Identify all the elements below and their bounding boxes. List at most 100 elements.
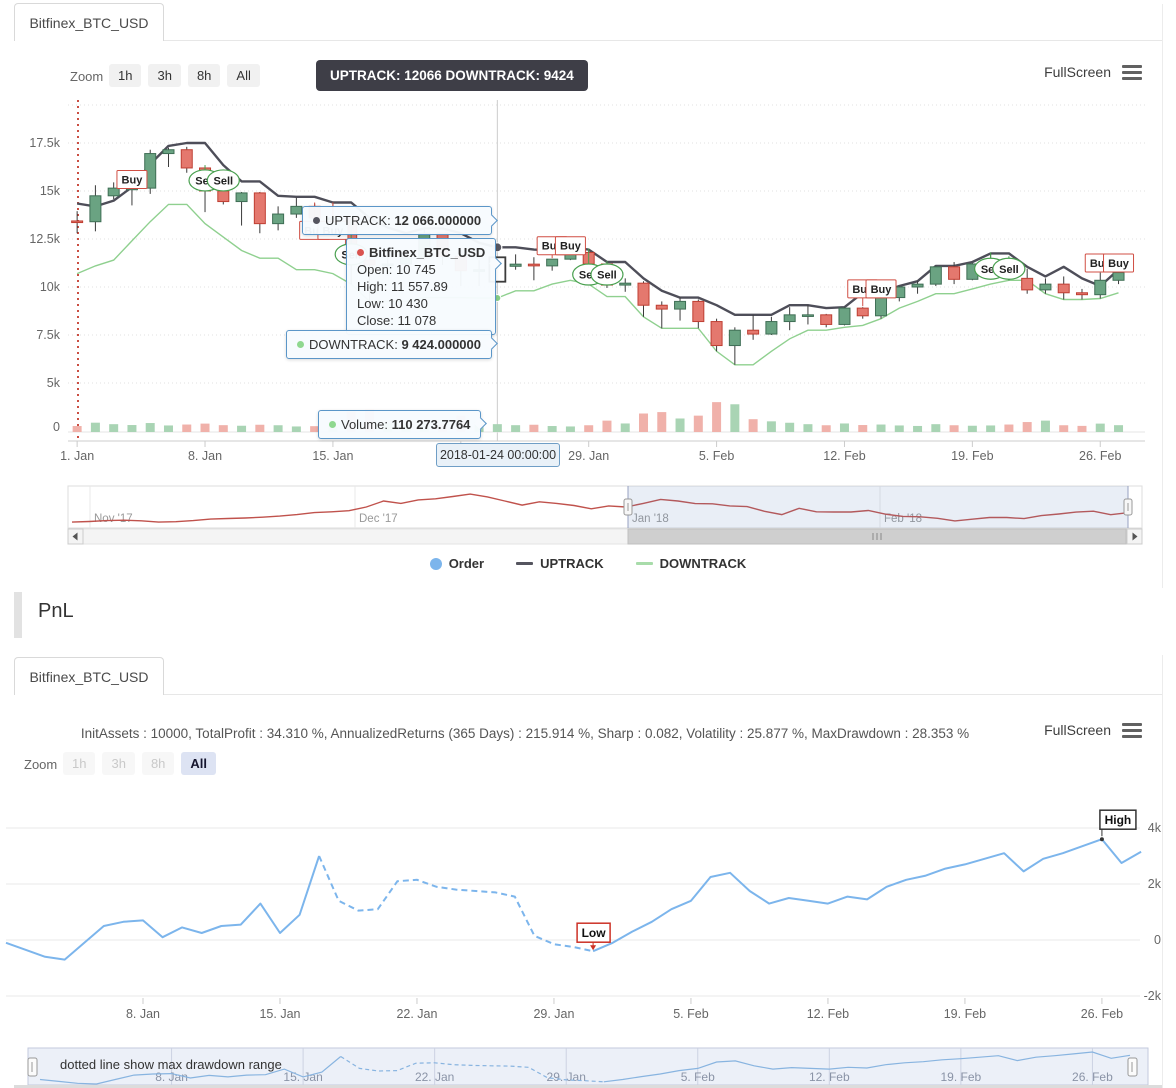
ohlc-high: High: 11 557.89 (357, 279, 448, 294)
x-axis-label: 22. Jan (396, 1007, 437, 1021)
candle-body (509, 263, 522, 267)
x-axis-label: 15. Jan (312, 449, 353, 463)
candle-body (747, 329, 760, 335)
candle-body (272, 213, 285, 225)
volume-bar (986, 425, 996, 432)
candle-body (655, 304, 668, 310)
price-y-axis-label: 17.5k (29, 136, 60, 150)
candle-body (765, 321, 778, 335)
pnl-navigator-label: 26. Feb (1072, 1070, 1113, 1084)
pnl-section-title: PnL (38, 600, 74, 622)
legend-item-downtrack[interactable]: DOWNTRACK (635, 556, 746, 571)
pnl-chart: 4k 2k 0 -2k 8. Jan 15. Jan 22. Jan 29. Jan 5. Fe… (5, 809, 1162, 1021)
fullscreen-button-pnl[interactable]: FullScreen (1044, 722, 1142, 738)
sell-marker[interactable] (992, 257, 1026, 280)
date-axis-tooltip: 2018-01-24 00:00:00 (436, 443, 560, 467)
downtrack-dot-icon (297, 341, 304, 348)
fullscreen-label: FullScreen (1044, 64, 1111, 80)
tab-label: Bitfinex_BTC_USD (29, 668, 149, 685)
volume-bar (1004, 424, 1014, 432)
legend-item-uptrack[interactable]: UPTRACK (516, 556, 604, 571)
volume-bar (675, 418, 685, 432)
x-axis-label: 29. Jan (533, 1007, 574, 1021)
volume-bar (200, 423, 210, 432)
volume-bar (273, 425, 283, 432)
ohlc-tooltip-title: Bitfinex_BTC_USD (369, 245, 486, 260)
buy-marker-label: Buy (1108, 258, 1130, 270)
pnl-stats: InitAssets : 10000, TotalProfit : 34.310… (80, 726, 970, 741)
navigator-selection[interactable] (628, 486, 1128, 528)
sell-marker[interactable] (206, 169, 240, 192)
buy-marker-label: Buy (871, 284, 893, 296)
volume-tooltip-label: Volume: (341, 417, 388, 432)
pnl-navigator-line (603, 1051, 1131, 1083)
legend: Order UPTRACK DOWNTRACK (0, 556, 1176, 571)
pnl-navigator: 8. Jan 15. Jan 22. Jan 29. Jan 5. Feb 12. Feb… (14, 1047, 1162, 1088)
candle-body (929, 266, 942, 285)
candle-body (235, 192, 248, 203)
candle-body (637, 282, 650, 306)
volume-bar (913, 425, 923, 432)
volume-bar (894, 425, 904, 432)
zoom-button-group: 1h 3h 8h All (109, 64, 260, 87)
sell-marker-label: Sell (597, 270, 617, 282)
pnl-zoom-3h-button[interactable]: 3h (102, 752, 135, 775)
pnl-zoom-8h-button[interactable]: 8h (141, 752, 175, 775)
volume-bar (72, 426, 82, 432)
legend-label: UPTRACK (540, 556, 604, 571)
pnl-accent-bar (14, 592, 22, 638)
candle-body (290, 205, 303, 215)
buy-marker[interactable] (1103, 253, 1135, 273)
volume-tooltip: Volume: 110 273.7764 (318, 410, 488, 439)
menu-icon[interactable] (1122, 722, 1142, 738)
tab-bitfinex-btc-usd-price[interactable]: Bitfinex_BTC_USD (14, 3, 164, 41)
uptrack-line (76, 141, 1120, 316)
volume-bar (511, 425, 521, 432)
candle-body (783, 314, 796, 323)
pnl-line (592, 838, 1142, 953)
candle-body (820, 314, 833, 325)
volume-bar (693, 415, 703, 432)
volume-bar (1040, 420, 1050, 432)
candle-body (856, 307, 869, 317)
volume-bar (858, 425, 868, 432)
volume-tooltip-value: 110 273.7764 (391, 417, 471, 432)
right-arrow-icon (1132, 532, 1138, 541)
buy-marker[interactable] (116, 169, 148, 189)
legend-item-order[interactable]: Order (429, 556, 484, 571)
pnl-zoom-all-button[interactable]: All (181, 752, 217, 775)
volume-bar (785, 422, 795, 432)
volume-bar (967, 425, 977, 432)
pnl-zoom-1h-button[interactable]: 1h (63, 752, 96, 775)
x-axis-label: 5. Feb (673, 1007, 708, 1021)
fullscreen-button-price[interactable]: FullScreen (1044, 64, 1142, 80)
sell-marker[interactable] (590, 263, 624, 286)
volume-bar (127, 425, 137, 432)
candle-body (1112, 272, 1125, 281)
volume-bar (255, 424, 265, 432)
candle-body (1057, 283, 1070, 294)
zoom-8h-button[interactable]: 8h (187, 64, 221, 87)
volume-bar (237, 425, 247, 432)
buy-marker[interactable] (554, 236, 586, 256)
uptrack-tooltip: UPTRACK: 12 066.000000 (302, 206, 498, 235)
tab-bitfinex-btc-usd-pnl[interactable]: Bitfinex_BTC_USD (14, 657, 164, 695)
candle-body (619, 282, 632, 286)
pnl-navigator-label: 19. Feb (941, 1070, 982, 1084)
x-axis-label: 29. Jan (568, 449, 609, 463)
buy-marker[interactable] (865, 279, 897, 299)
volume-bar (821, 425, 831, 432)
pnl-tabs-divider (14, 694, 1162, 695)
zoom-all-button[interactable]: All (227, 64, 260, 87)
price-y-axis-label: 10k (40, 280, 61, 294)
pnl-scrollbar-sliver[interactable] (14, 1085, 1162, 1088)
pnl-navigator-label: 5. Feb (681, 1070, 715, 1084)
volume-bar (1095, 423, 1105, 432)
volume-bar (547, 426, 557, 432)
menu-icon[interactable] (1122, 64, 1142, 80)
zoom-3h-button[interactable]: 3h (148, 64, 181, 87)
header-track-tooltip: UPTRACK: 12066 DOWNTRACK: 9424 (316, 60, 588, 91)
zoom-1h-button[interactable]: 1h (109, 64, 142, 87)
